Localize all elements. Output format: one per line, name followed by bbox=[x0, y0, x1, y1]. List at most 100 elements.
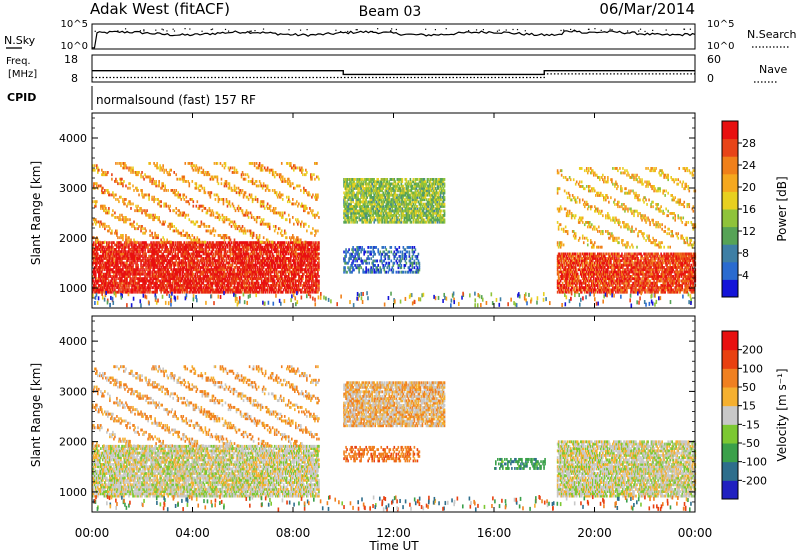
range-cell bbox=[167, 268, 169, 272]
range-cell bbox=[179, 284, 182, 287]
range-cell bbox=[267, 250, 270, 254]
range-cell bbox=[106, 173, 108, 177]
range-cell bbox=[282, 261, 285, 265]
range-cell bbox=[211, 286, 214, 290]
noise-dot bbox=[434, 29, 437, 31]
range-cell bbox=[298, 261, 300, 265]
range-cell bbox=[219, 254, 222, 258]
range-cell bbox=[201, 245, 204, 249]
range-cell bbox=[122, 286, 124, 290]
range-cell bbox=[185, 257, 188, 260]
range-cell bbox=[281, 284, 284, 287]
range-cell bbox=[218, 268, 221, 272]
range-cell bbox=[143, 177, 145, 181]
range-cell bbox=[235, 288, 238, 292]
range-cell bbox=[108, 259, 110, 263]
range-cell bbox=[127, 202, 129, 206]
range-cell bbox=[128, 200, 130, 204]
range-cell bbox=[283, 281, 286, 285]
range-cell bbox=[303, 245, 305, 249]
range-cell bbox=[238, 252, 241, 256]
range-cell bbox=[258, 254, 261, 258]
range-cell bbox=[134, 227, 136, 231]
range-cell bbox=[207, 290, 210, 294]
range-cell bbox=[284, 259, 287, 263]
range-cell bbox=[220, 288, 223, 292]
range-cell bbox=[131, 168, 133, 172]
noise-dot bbox=[143, 29, 145, 31]
range-cell bbox=[217, 288, 220, 292]
range-cell bbox=[226, 243, 229, 247]
range-cell bbox=[201, 281, 204, 285]
range-cell bbox=[238, 243, 241, 247]
range-cell bbox=[201, 259, 204, 263]
range-cell bbox=[154, 288, 156, 292]
range-cell bbox=[207, 229, 210, 233]
range-cell bbox=[163, 279, 165, 283]
range-cell bbox=[138, 171, 140, 174]
range-cell bbox=[185, 180, 188, 183]
range-cell bbox=[189, 275, 192, 278]
range-cell bbox=[192, 245, 195, 249]
range-cell bbox=[268, 257, 271, 260]
range-cell bbox=[147, 175, 149, 179]
range-cell bbox=[158, 259, 160, 263]
range-cell bbox=[159, 284, 161, 287]
range-cell bbox=[300, 257, 302, 260]
range-cell bbox=[312, 270, 314, 274]
range-cell bbox=[317, 248, 319, 251]
range-cell bbox=[101, 257, 103, 260]
range-cell bbox=[146, 243, 148, 247]
range-cell bbox=[231, 270, 234, 274]
range-cell bbox=[98, 286, 100, 290]
noise-dot bbox=[512, 28, 514, 31]
range-cell bbox=[139, 257, 141, 260]
range-cell bbox=[280, 284, 283, 287]
freq-tick-bottom: 8 bbox=[71, 72, 78, 85]
range-cell bbox=[231, 259, 234, 263]
range-cell bbox=[96, 277, 98, 281]
range-cell bbox=[108, 257, 110, 260]
range-cell bbox=[303, 290, 305, 294]
range-cell bbox=[151, 234, 153, 237]
range-cell bbox=[174, 248, 177, 251]
range-cell bbox=[259, 275, 262, 278]
range-cell bbox=[188, 182, 191, 186]
range-cell bbox=[266, 290, 269, 294]
range-cell bbox=[250, 286, 253, 290]
range-cell bbox=[114, 281, 116, 285]
noise-dot bbox=[467, 30, 470, 32]
range-cell bbox=[171, 245, 173, 249]
range-cell bbox=[122, 216, 124, 219]
range-cell bbox=[281, 281, 284, 285]
range-cell bbox=[270, 263, 273, 267]
range-cell bbox=[315, 284, 317, 287]
range-cell bbox=[260, 286, 263, 290]
range-cell bbox=[132, 281, 134, 285]
range-cell bbox=[278, 263, 281, 267]
range-cell bbox=[109, 254, 111, 258]
range-cell bbox=[100, 268, 102, 272]
range-cell bbox=[116, 252, 118, 256]
range-cell bbox=[159, 257, 161, 260]
range-cell bbox=[122, 266, 124, 269]
range-cell bbox=[215, 268, 218, 272]
range-cell bbox=[179, 250, 182, 254]
range-cell bbox=[120, 162, 122, 165]
range-cell bbox=[215, 284, 218, 287]
range-cell bbox=[113, 281, 115, 285]
range-cell bbox=[161, 268, 163, 272]
range-cell bbox=[288, 284, 291, 287]
range-cell bbox=[105, 284, 107, 287]
range-cell bbox=[251, 254, 254, 258]
range-cell bbox=[107, 189, 109, 192]
range-cell bbox=[236, 272, 239, 276]
range-cell bbox=[177, 277, 180, 281]
range-cell bbox=[157, 198, 159, 201]
range-cell bbox=[116, 268, 118, 272]
range-cell bbox=[163, 189, 165, 192]
range-cell bbox=[237, 245, 240, 249]
range-cell bbox=[144, 284, 146, 287]
range-cell bbox=[157, 284, 159, 287]
range-cell bbox=[307, 250, 309, 254]
